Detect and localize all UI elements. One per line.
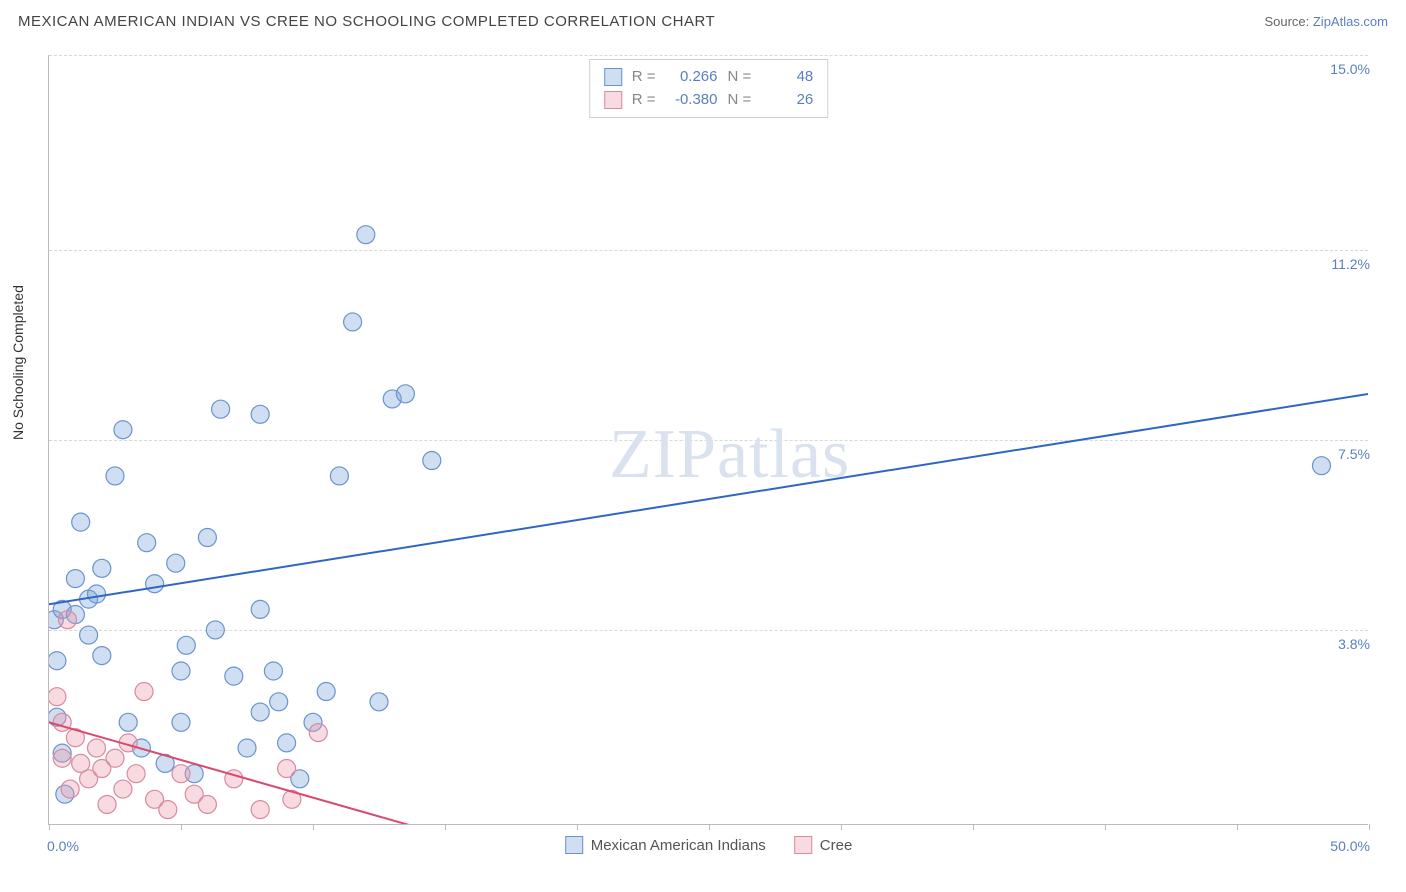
x-tick <box>1105 824 1106 830</box>
chart-title: MEXICAN AMERICAN INDIAN VS CREE NO SCHOO… <box>18 13 715 30</box>
scatter-point <box>278 734 296 752</box>
scatter-point <box>80 626 98 644</box>
scatter-point <box>251 703 269 721</box>
scatter-point <box>61 780 79 798</box>
r-value-1: 0.266 <box>666 66 718 89</box>
scatter-point <box>58 611 76 629</box>
r-label: R = <box>632 89 656 112</box>
x-tick <box>709 824 710 830</box>
scatter-point <box>138 534 156 552</box>
n-label: N = <box>728 66 752 89</box>
scatter-point <box>251 405 269 423</box>
x-tick <box>313 824 314 830</box>
scatter-point <box>238 739 256 757</box>
source-prefix: Source: <box>1264 14 1312 29</box>
x-axis-min-label: 0.0% <box>47 838 79 854</box>
n-value-2: 26 <box>761 89 813 112</box>
scatter-point <box>370 693 388 711</box>
scatter-point <box>172 713 190 731</box>
scatter-point <box>114 780 132 798</box>
x-axis-max-label: 50.0% <box>1330 838 1370 854</box>
trend-line <box>49 394 1368 604</box>
scatter-point <box>93 647 111 665</box>
correlation-legend: R = 0.266 N = 48 R = -0.380 N = 26 <box>589 59 829 118</box>
scatter-point <box>119 713 137 731</box>
scatter-point <box>66 570 84 588</box>
x-tick <box>1237 824 1238 830</box>
scatter-point <box>309 724 327 742</box>
scatter-point <box>198 795 216 813</box>
y-axis-label: No Schooling Completed <box>10 285 26 440</box>
legend-item-1: Mexican American Indians <box>565 836 766 854</box>
scatter-point <box>88 585 106 603</box>
scatter-point <box>270 693 288 711</box>
scatter-point <box>93 559 111 577</box>
x-tick <box>841 824 842 830</box>
legend-row-series1: R = 0.266 N = 48 <box>604 66 814 89</box>
source-attribution: Source: ZipAtlas.com <box>1264 14 1388 29</box>
scatter-point <box>98 795 116 813</box>
scatter-point <box>106 749 124 767</box>
legend-label-1: Mexican American Indians <box>591 837 766 854</box>
n-label: N = <box>728 89 752 112</box>
scatter-point <box>114 421 132 439</box>
scatter-point <box>357 226 375 244</box>
n-value-1: 48 <box>761 66 813 89</box>
scatter-point <box>146 575 164 593</box>
legend-swatch-blue <box>565 836 583 854</box>
scatter-point <box>106 467 124 485</box>
series-legend: Mexican American Indians Cree <box>565 836 853 854</box>
scatter-point <box>172 662 190 680</box>
scatter-point <box>423 452 441 470</box>
scatter-point <box>344 313 362 331</box>
x-tick <box>445 824 446 830</box>
scatter-point <box>135 683 153 701</box>
legend-row-series2: R = -0.380 N = 26 <box>604 89 814 112</box>
x-tick <box>577 824 578 830</box>
scatter-point <box>177 636 195 654</box>
scatter-point <box>264 662 282 680</box>
legend-item-2: Cree <box>794 836 853 854</box>
scatter-point <box>72 513 90 531</box>
scatter-point <box>225 667 243 685</box>
scatter-point <box>127 765 145 783</box>
scatter-point <box>206 621 224 639</box>
scatter-point <box>251 801 269 819</box>
scatter-point <box>251 600 269 618</box>
scatter-svg <box>49 55 1368 824</box>
scatter-point <box>1312 457 1330 475</box>
scatter-point <box>53 749 71 767</box>
scatter-point <box>396 385 414 403</box>
legend-swatch-pink <box>794 836 812 854</box>
x-tick <box>49 824 50 830</box>
x-tick <box>973 824 974 830</box>
legend-swatch-blue <box>604 68 622 86</box>
scatter-point <box>159 801 177 819</box>
scatter-point <box>49 652 66 670</box>
scatter-point <box>212 400 230 418</box>
r-value-2: -0.380 <box>666 89 718 112</box>
r-label: R = <box>632 66 656 89</box>
scatter-point <box>330 467 348 485</box>
x-tick <box>181 824 182 830</box>
scatter-point <box>49 688 66 706</box>
scatter-point <box>88 739 106 757</box>
scatter-point <box>167 554 185 572</box>
legend-swatch-pink <box>604 91 622 109</box>
scatter-point <box>317 683 335 701</box>
scatter-point <box>278 760 296 778</box>
source-link[interactable]: ZipAtlas.com <box>1313 14 1388 29</box>
x-tick <box>1369 824 1370 830</box>
legend-label-2: Cree <box>820 837 853 854</box>
plot-area: ZIPatlas 3.8%7.5%11.2%15.0% 0.0% 50.0% R… <box>48 55 1368 825</box>
scatter-point <box>172 765 190 783</box>
scatter-point <box>198 529 216 547</box>
